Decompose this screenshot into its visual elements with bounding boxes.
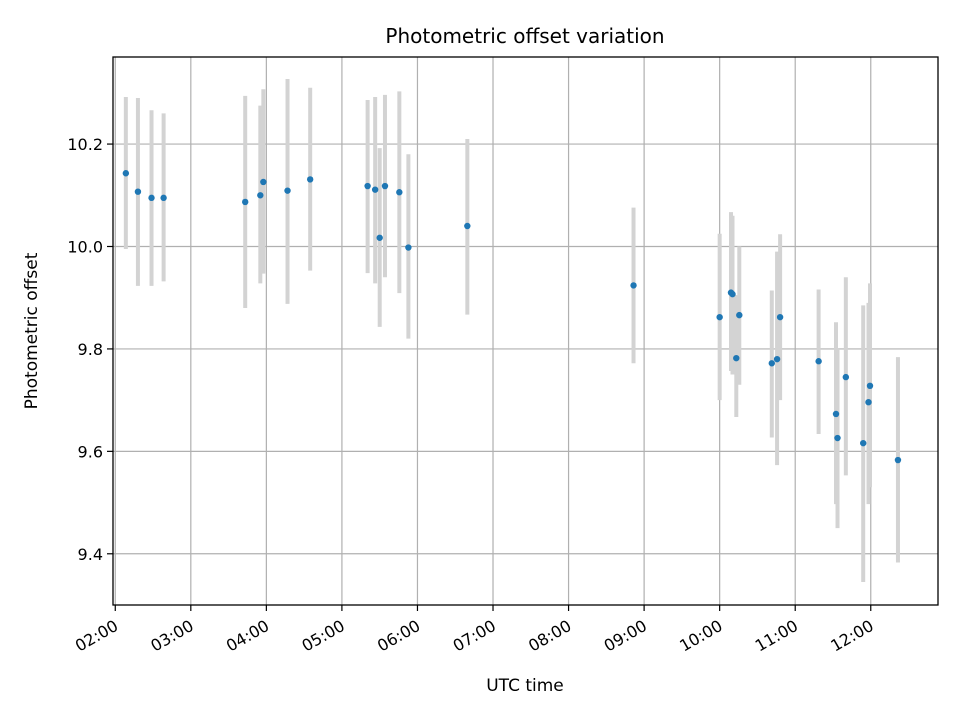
data-point [729,290,736,298]
data-point [842,373,850,381]
y-tick-label: 9.6 [78,442,103,461]
data-point [860,439,867,447]
data-points [122,170,902,464]
data-point [260,178,267,186]
data-point [834,434,841,442]
y-tick-label: 10.0 [67,237,103,256]
data-point [405,244,412,251]
data-point [716,313,723,321]
data-point [736,311,743,319]
y-axis-label: Photometric offset [22,252,42,409]
data-point [306,176,314,183]
data-point [396,189,403,196]
data-point [832,410,840,418]
data-point [773,355,781,363]
x-axis-label: UTC time [486,676,564,696]
data-point [815,358,822,365]
data-point [768,360,775,367]
data-point [464,222,471,230]
plot-area-frame [112,56,939,606]
data-point [242,198,249,206]
data-point [134,188,142,195]
data-point [148,194,155,202]
data-point [630,282,637,289]
data-point [733,354,740,362]
data-point [894,456,902,464]
data-point [257,192,264,199]
y-tick-label: 10.2 [67,135,103,154]
data-point [371,186,379,193]
y-axis: 9.4 9.6 9.8 10.0 10.2 [67,135,113,564]
y-tick-label: 9.8 [78,340,103,359]
y-tick-label: 9.4 [78,545,103,564]
data-point [122,170,130,177]
data-point [381,182,389,190]
chart-title: Photometric offset variation [385,24,664,48]
data-point [284,187,291,194]
data-point [364,182,371,190]
data-point [160,194,167,202]
data-point [865,398,872,406]
data-point [376,234,383,241]
data-point [776,313,784,321]
data-point [866,382,874,389]
